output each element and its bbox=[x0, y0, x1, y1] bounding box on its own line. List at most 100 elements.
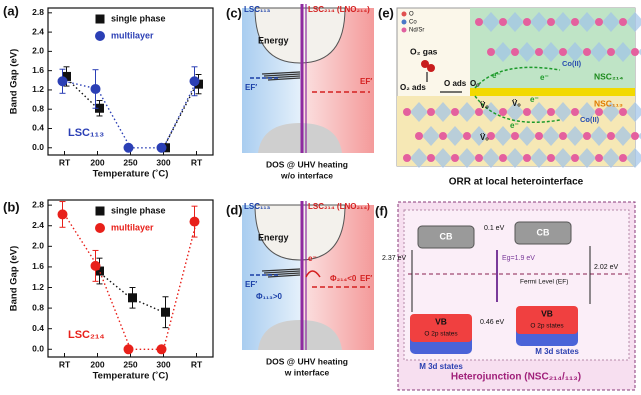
o2p-label: O 2p states bbox=[530, 323, 564, 330]
dos-line bbox=[267, 274, 301, 278]
octahedron bbox=[638, 48, 641, 56]
y-tick-label: 2.8 bbox=[32, 7, 44, 17]
phi-left: Φ₁₁₃>0 bbox=[256, 292, 283, 301]
cb-label: CB bbox=[537, 227, 550, 237]
atom bbox=[403, 154, 411, 162]
panel-label: (c) bbox=[226, 5, 242, 20]
marker bbox=[156, 142, 167, 153]
x-tick-label: RT bbox=[59, 359, 71, 369]
caption: ORR at local heterointerface bbox=[449, 177, 584, 188]
co-label: Co(II) bbox=[580, 115, 600, 124]
o-ads: O ads bbox=[444, 79, 467, 88]
octahedron bbox=[530, 12, 548, 32]
atom bbox=[619, 18, 627, 26]
dos-line bbox=[267, 77, 301, 81]
octahedron bbox=[614, 126, 632, 146]
interface-band bbox=[470, 88, 635, 96]
vacancy: V̈ₒ bbox=[480, 101, 489, 110]
atom bbox=[631, 132, 639, 140]
band-bend bbox=[305, 270, 321, 278]
octahedron bbox=[554, 12, 572, 32]
x-tick-label: RT bbox=[59, 157, 71, 167]
legend-label: Nd/Sr bbox=[409, 28, 424, 34]
octahedron bbox=[446, 126, 464, 146]
octahedron bbox=[506, 102, 524, 122]
ef-left: EF′ bbox=[245, 83, 257, 92]
octahedron bbox=[638, 132, 641, 140]
legend-label: multilayer bbox=[111, 30, 154, 40]
legend-marker bbox=[95, 31, 105, 41]
y-tick-label: 0.0 bbox=[32, 142, 44, 152]
x-tick-label: 300 bbox=[156, 359, 170, 369]
octahedron bbox=[482, 12, 500, 32]
series-line bbox=[63, 214, 198, 350]
atom bbox=[583, 48, 591, 56]
y-tick-label: 0.0 bbox=[32, 344, 44, 354]
m3d-label: M 3d states bbox=[419, 362, 463, 371]
marker bbox=[189, 76, 200, 87]
atom bbox=[571, 18, 579, 26]
electron: e⁻ bbox=[540, 73, 549, 82]
atom bbox=[547, 18, 555, 26]
o2-molecule bbox=[421, 60, 429, 68]
x-tick-label: 200 bbox=[90, 359, 104, 369]
octahedron bbox=[410, 148, 428, 168]
left-label: LSC₁₁₃ bbox=[244, 202, 271, 211]
panel-label: (b) bbox=[3, 199, 20, 214]
atom bbox=[475, 18, 483, 26]
octahedron bbox=[434, 148, 452, 168]
octahedron bbox=[470, 126, 488, 146]
y-tick-label: 2.8 bbox=[32, 199, 44, 209]
vb-label: VB bbox=[541, 308, 553, 318]
o2-gas: O₂ gas bbox=[410, 46, 438, 56]
octahedron bbox=[626, 148, 641, 168]
panel-label: (e) bbox=[378, 5, 394, 20]
x-tick-label: 250 bbox=[123, 359, 137, 369]
octahedron bbox=[518, 126, 536, 146]
vb-box bbox=[516, 306, 578, 334]
y-tick-label: 1.6 bbox=[32, 261, 44, 271]
fermi-label: Fermi Level (EF) bbox=[520, 279, 568, 286]
ef-right: EF′ bbox=[360, 274, 372, 283]
y-tick-label: 0.8 bbox=[32, 103, 44, 113]
y-tick-label: 1.2 bbox=[32, 282, 44, 292]
atom bbox=[475, 154, 483, 162]
valence-band bbox=[258, 320, 342, 350]
marker bbox=[95, 103, 104, 113]
marker bbox=[62, 71, 71, 81]
octahedron bbox=[482, 148, 500, 168]
atom bbox=[415, 132, 423, 140]
ef-right: EF′ bbox=[360, 77, 372, 86]
atom bbox=[571, 154, 579, 162]
marker bbox=[189, 216, 200, 227]
electron-path bbox=[474, 66, 561, 89]
x-axis-title: Temperature (˚C) bbox=[93, 371, 169, 382]
octahedron bbox=[494, 126, 512, 146]
marker bbox=[123, 344, 134, 355]
marker bbox=[90, 83, 101, 94]
annotation: LSC₁₁₃ bbox=[68, 127, 104, 139]
atom bbox=[571, 108, 579, 116]
y-tick-label: 1.2 bbox=[32, 84, 44, 94]
vb-label: VB bbox=[435, 316, 447, 326]
atom bbox=[427, 154, 435, 162]
ef-left: EF′ bbox=[245, 280, 257, 289]
x-tick-label: RT bbox=[191, 157, 203, 167]
energy-label: Energy bbox=[258, 232, 289, 242]
panel-label: (d) bbox=[226, 202, 243, 217]
atom bbox=[535, 132, 543, 140]
octahedron bbox=[614, 42, 632, 62]
o2-molecule bbox=[427, 64, 435, 72]
atom bbox=[523, 18, 531, 26]
octahedron bbox=[506, 148, 524, 168]
offset-vb: 0.46 eV bbox=[480, 319, 504, 326]
atom bbox=[487, 48, 495, 56]
right-gap: 2.02 eV bbox=[594, 264, 618, 271]
co-label: Co(II) bbox=[562, 59, 582, 68]
annotation: LSC₂₁₄ bbox=[68, 329, 105, 341]
legend-dot bbox=[401, 27, 407, 33]
nsc113-label: NSC₁₁₃ bbox=[594, 98, 623, 108]
cb-box bbox=[417, 225, 475, 249]
valence-band bbox=[258, 123, 342, 153]
left-gap: 2.37 eV bbox=[382, 255, 406, 262]
